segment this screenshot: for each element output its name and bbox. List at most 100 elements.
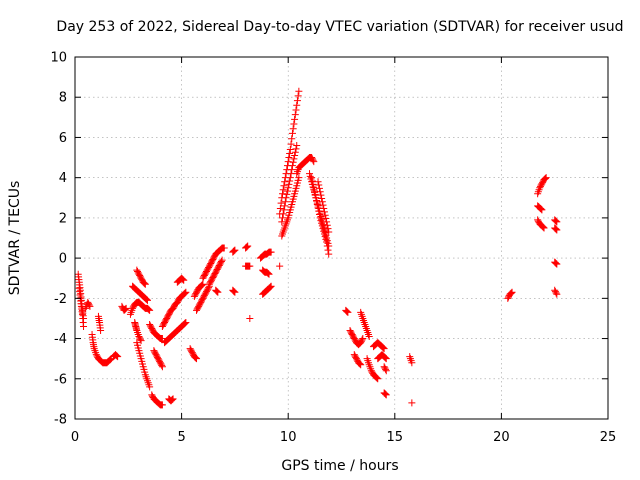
- data-point: [267, 282, 275, 290]
- series-arc-44: [350, 351, 365, 369]
- y-tick-label: 2: [59, 211, 67, 226]
- data-point: [310, 187, 318, 195]
- series-arc-12: [133, 339, 154, 391]
- data-point: [312, 194, 320, 202]
- data-point: [276, 262, 284, 270]
- series-arc-32: [259, 266, 273, 278]
- data-point: [158, 335, 166, 343]
- data-point: [217, 257, 225, 265]
- data-point: [168, 396, 176, 404]
- series-arc-17: [161, 318, 190, 347]
- data-point: [343, 308, 351, 316]
- data-point: [294, 92, 302, 100]
- data-point: [321, 211, 329, 219]
- data-point: [112, 351, 120, 359]
- y-tick-label: -6: [54, 372, 67, 387]
- series-arc-56: [534, 216, 548, 232]
- data-point: [308, 177, 316, 185]
- series-arc-53: [504, 288, 516, 302]
- series-arc-37: [278, 174, 303, 240]
- series-arc-04: [88, 331, 115, 367]
- data-point: [146, 383, 154, 391]
- data-point: [374, 375, 382, 383]
- data-point: [325, 228, 333, 236]
- data-point: [358, 336, 366, 344]
- data-point: [218, 256, 226, 264]
- data-point: [158, 361, 166, 369]
- data-point: [310, 184, 318, 192]
- data-point: [344, 308, 352, 316]
- data-point: [536, 205, 544, 213]
- data-point: [323, 238, 331, 246]
- x-tick-label: 5: [177, 430, 185, 445]
- series-arc-28: [242, 262, 254, 270]
- data-point: [284, 184, 292, 192]
- data-point: [168, 396, 176, 404]
- series-arc-43: [346, 327, 367, 349]
- data-point: [540, 224, 548, 232]
- data-point: [541, 175, 549, 183]
- data-point: [121, 306, 129, 314]
- data-point: [144, 305, 152, 313]
- x-tick-label: 10: [280, 430, 297, 445]
- data-point: [324, 225, 332, 233]
- data-point: [158, 363, 166, 371]
- data-point: [246, 314, 254, 322]
- series-arc-34: [276, 262, 284, 270]
- data-point: [551, 225, 559, 233]
- data-point: [553, 290, 561, 298]
- data-point: [318, 198, 326, 206]
- data-point: [315, 211, 323, 219]
- data-point: [290, 155, 298, 163]
- data-point: [309, 156, 317, 164]
- data-point: [264, 269, 272, 277]
- data-point: [288, 135, 296, 143]
- data-point: [182, 318, 190, 326]
- data-point: [277, 199, 285, 207]
- data-point: [382, 354, 390, 362]
- series-arc-41: [314, 178, 333, 236]
- data-point: [314, 204, 322, 212]
- data-point: [507, 289, 515, 297]
- series-arc-03: [82, 298, 94, 312]
- data-point: [265, 270, 273, 278]
- data-point: [408, 399, 416, 407]
- data-point: [552, 217, 560, 225]
- data-point: [180, 276, 188, 284]
- y-tick-label: -4: [54, 332, 67, 347]
- data-point: [553, 218, 561, 226]
- data-point: [280, 182, 288, 190]
- data-point: [182, 288, 190, 296]
- data-point: [309, 180, 317, 188]
- data-points: [74, 87, 561, 409]
- series-arc-40: [308, 174, 333, 258]
- series-arc-10: [133, 266, 149, 288]
- series-arc-07: [118, 302, 130, 314]
- series-arc-14: [146, 320, 166, 343]
- data-point: [141, 280, 149, 288]
- grid-lines: [75, 57, 608, 419]
- x-tick-label: 25: [600, 430, 617, 445]
- data-point: [379, 343, 387, 351]
- series-arc-42: [342, 306, 352, 316]
- series-arc-54: [534, 174, 550, 198]
- series-arc-31: [256, 248, 275, 262]
- data-point: [231, 288, 239, 296]
- data-point: [290, 120, 298, 128]
- series-arc-45: [357, 308, 373, 341]
- series-arc-52: [408, 399, 416, 407]
- data-point: [552, 289, 560, 297]
- series-arc-60: [551, 286, 561, 298]
- data-point: [286, 150, 294, 158]
- data-point: [122, 304, 130, 312]
- data-point: [295, 87, 303, 95]
- series-arc-15: [150, 347, 166, 371]
- data-point: [141, 280, 149, 288]
- data-point: [286, 174, 294, 182]
- data-point: [267, 248, 275, 256]
- data-point: [323, 221, 331, 229]
- series-arc-25: [212, 286, 222, 296]
- data-point: [295, 174, 303, 182]
- data-point: [359, 335, 367, 343]
- data-point: [85, 301, 93, 309]
